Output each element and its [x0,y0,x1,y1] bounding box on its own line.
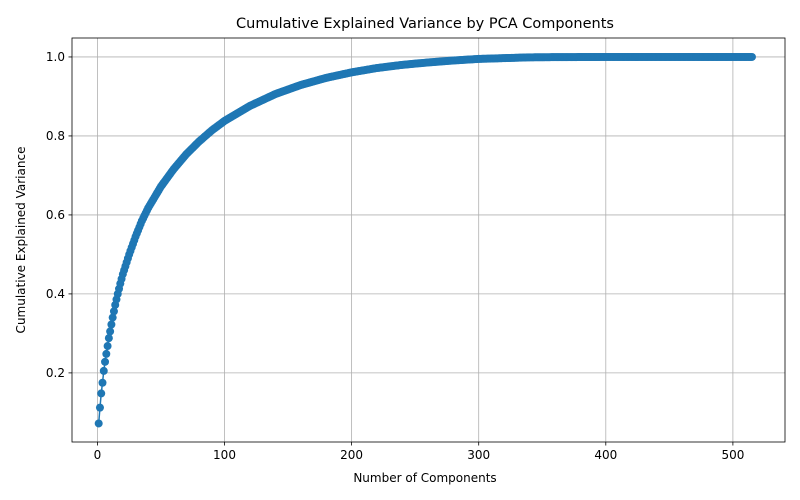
plot-area [72,38,785,442]
y-tick-label: 1.0 [46,50,65,64]
chart-title: Cumulative Explained Variance by PCA Com… [236,16,614,32]
x-tick-label: 0 [94,448,102,462]
data-point [94,419,103,428]
data-point [109,307,118,316]
data-point [98,378,107,387]
x-tick-label: 400 [594,448,617,462]
y-axis-ticks: 0.2 0.4 0.6 0.8 1.0 [46,50,72,380]
y-tick-label: 0.4 [46,287,65,301]
y-tick-label: 0.2 [46,366,65,380]
data-point [107,320,116,329]
data-point [106,327,115,336]
data-point [108,313,117,322]
y-tick-label: 0.8 [46,129,65,143]
data-point [103,342,112,351]
x-axis-label: Number of Components [353,471,496,485]
data-point [101,357,110,366]
y-tick-label: 0.6 [46,208,65,222]
grid-layer [72,38,785,442]
data-point [97,389,106,398]
x-axis-ticks: 0 100 200 300 400 500 [94,442,744,462]
plot-frame [71,37,786,443]
data-point [104,334,113,343]
x-tick-label: 100 [213,448,236,462]
x-tick-label: 200 [340,448,363,462]
data-point [99,366,108,375]
data-point [747,52,756,61]
x-tick-label: 300 [467,448,490,462]
data-point [102,349,111,358]
data-point [95,403,104,412]
x-tick-label: 500 [721,448,744,462]
series-layer [94,52,756,428]
y-axis-label: Cumulative Explained Variance [14,147,28,334]
